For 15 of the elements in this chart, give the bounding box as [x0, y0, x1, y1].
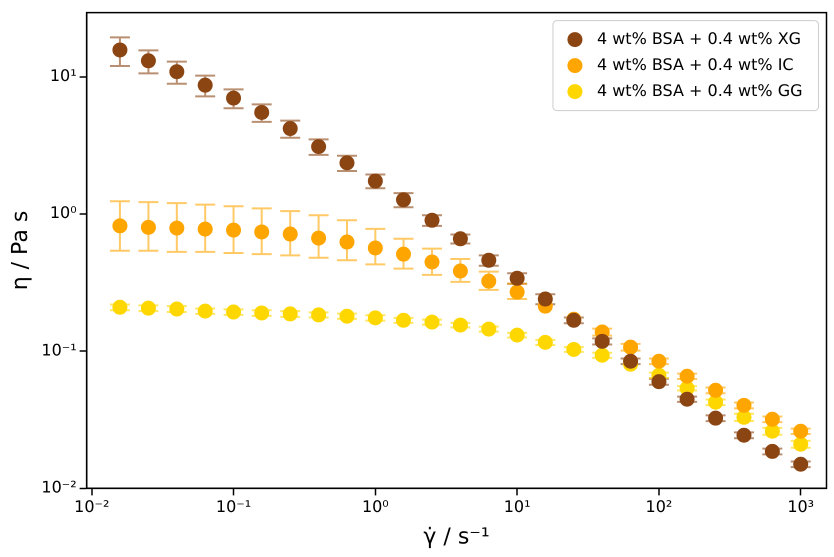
- x-tick-label: 10⁻²: [74, 497, 110, 516]
- y-tick-label: 10⁰: [50, 203, 77, 222]
- legend-label: 4 wt% BSA + 0.4 wt% XG: [596, 28, 802, 48]
- x-tick-label: 10³: [787, 497, 814, 516]
- x-tick-label: 10⁻¹: [216, 497, 252, 516]
- legend-label: 4 wt% BSA + 0.4 wt% GG: [596, 80, 802, 100]
- y-tick-label: 10¹: [50, 66, 77, 86]
- y-tick-label: 10⁻¹: [41, 340, 77, 360]
- x-tick-label: 10²: [646, 497, 672, 516]
- legend-label: 4 wt% BSA + 0.4 wt% IC: [596, 54, 794, 74]
- x-axis-title: γ̇ / s⁻¹: [423, 524, 490, 550]
- x-tick-label: 10⁰: [362, 497, 389, 516]
- y-tick-label: 10⁻²: [41, 478, 77, 497]
- x-tick-label: 10¹: [504, 497, 531, 516]
- y-axis-title: η / Pa s: [8, 210, 33, 290]
